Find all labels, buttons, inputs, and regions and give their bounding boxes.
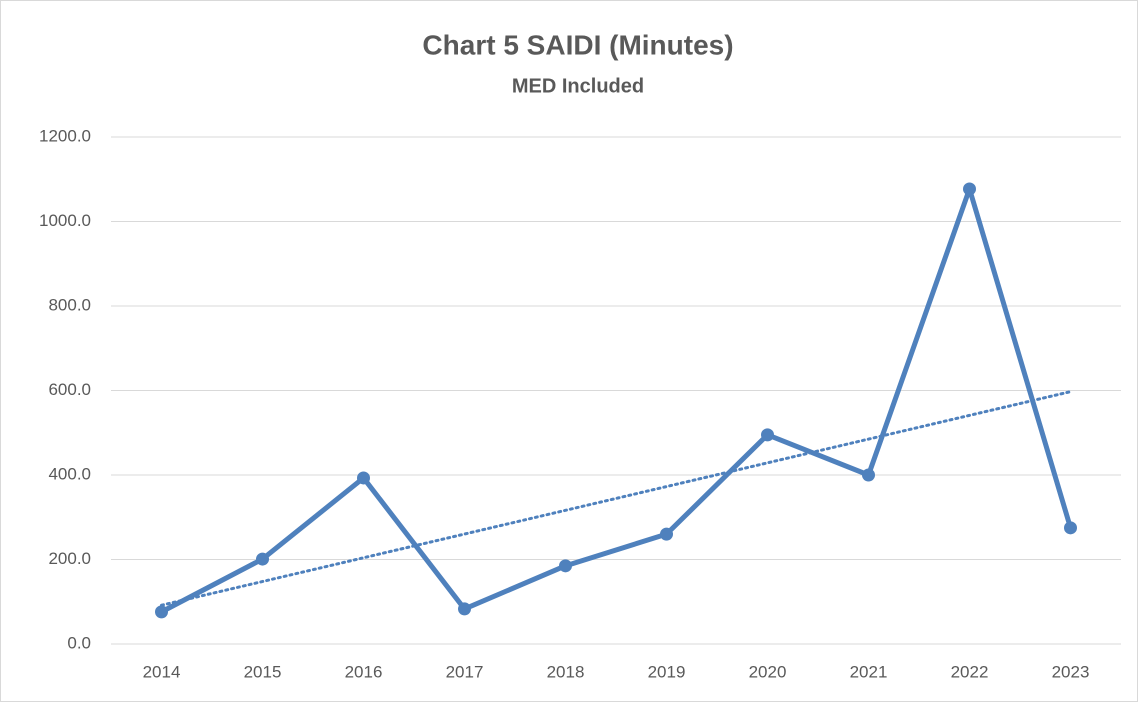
x-tick-label: 2022: [951, 662, 989, 681]
data-line: [160, 186, 1073, 615]
data-point: [357, 471, 370, 485]
data-point: [660, 527, 673, 541]
chart-title: Chart 5 SAIDI (Minutes): [422, 29, 733, 60]
x-tick-label: 2020: [749, 662, 787, 681]
y-tick-label: 1200.0: [39, 126, 91, 145]
y-tick-label: 400.0: [48, 464, 91, 483]
data-point: [1064, 521, 1077, 535]
y-tick-label: 200.0: [48, 549, 91, 568]
y-tick-label: 0.0: [67, 633, 91, 652]
data-point: [155, 605, 168, 619]
data-point: [862, 468, 875, 482]
x-tick-label: 2015: [244, 662, 282, 681]
data-point: [761, 428, 774, 442]
y-tick-label: 600.0: [48, 380, 91, 399]
x-tick-label: 2018: [547, 662, 585, 681]
x-tick-label: 2016: [345, 662, 383, 681]
x-tick-label: 2019: [648, 662, 686, 681]
x-tick-label: 2021: [850, 662, 888, 681]
y-tick-label: 1000.0: [39, 211, 91, 230]
x-tick-label: 2014: [143, 662, 181, 681]
chart-subtitle: MED Included: [512, 75, 644, 97]
x-tick-label: 2023: [1052, 662, 1090, 681]
data-point: [458, 602, 471, 616]
y-tick-label: 800.0: [48, 295, 91, 314]
data-point: [256, 552, 269, 566]
data-point: [559, 559, 572, 573]
x-tick-label: 2017: [446, 662, 484, 681]
data-point: [963, 182, 976, 196]
trendline: [160, 390, 1072, 607]
